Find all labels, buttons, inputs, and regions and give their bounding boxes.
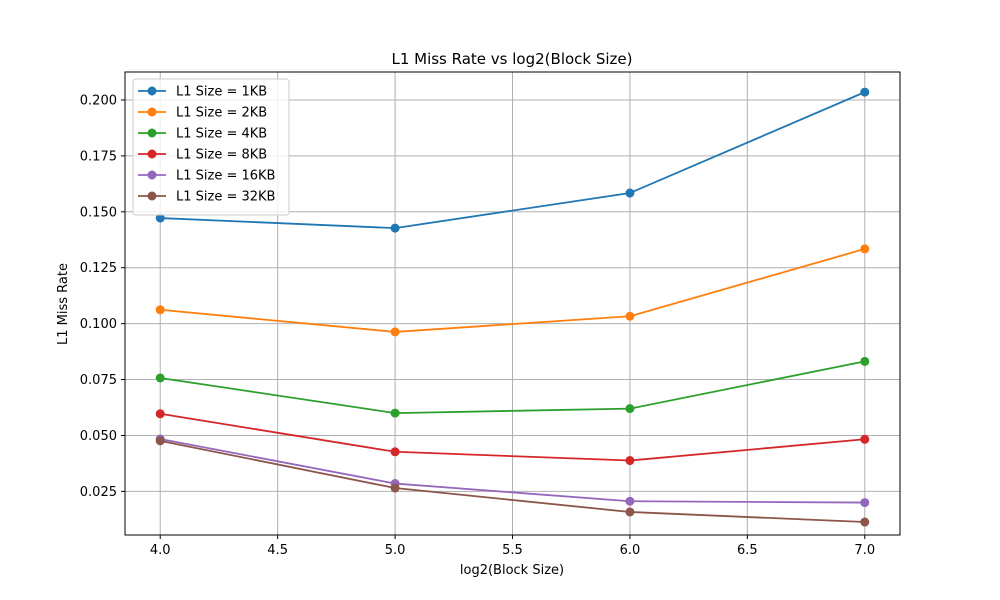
series-group [155, 436, 870, 527]
data-point [860, 517, 870, 527]
data-point [625, 507, 635, 517]
y-tick-label: 0.150 [80, 205, 117, 220]
legend-marker [147, 86, 157, 96]
x-tick-label: 5.5 [502, 543, 523, 558]
data-point [390, 327, 400, 337]
data-point [155, 373, 165, 383]
legend-marker [147, 149, 157, 159]
legend-label: L1 Size = 1KB [176, 85, 267, 100]
legend-marker [147, 128, 157, 138]
legend-item: L1 Size = 4KB [138, 127, 267, 142]
series-layer [155, 87, 870, 527]
legend-label: L1 Size = 16KB [176, 169, 275, 184]
y-tick-label: 0.100 [80, 317, 117, 332]
legend-item: L1 Size = 8KB [138, 148, 267, 163]
x-axis: 4.0 4.5 5.0 5.5 6.0 6.5 7.0 [150, 535, 875, 558]
data-point [860, 498, 870, 508]
x-tick-label: 4.0 [150, 543, 171, 558]
legend-label: L1 Size = 2KB [176, 106, 267, 121]
legend-marker [147, 191, 157, 201]
series-line [160, 439, 865, 523]
legend-item: L1 Size = 2KB [138, 106, 267, 121]
x-tick-label: 7.0 [854, 543, 875, 558]
data-point [625, 496, 635, 506]
data-point [625, 404, 635, 414]
legend-marker [147, 170, 157, 180]
series-line [160, 91, 866, 230]
y-tick-label: 0.125 [80, 261, 117, 276]
legend-label: L1 Size = 4KB [176, 127, 267, 142]
series-line [160, 248, 866, 333]
legend: L1 Size = 1KB L1 Size = 2KB L1 Size = 4KB L… [132, 78, 290, 216]
legend-label: L1 Size = 8KB [176, 148, 267, 163]
data-point [390, 447, 400, 457]
legend-item: L1 Size = 1KB [138, 85, 267, 100]
series-line [160, 360, 865, 415]
y-tick-label: 0.025 [80, 485, 117, 500]
legend-item: L1 Size = 32KB [138, 190, 275, 205]
x-tick-label: 4.5 [267, 543, 288, 558]
data-point [860, 244, 870, 254]
data-point [860, 87, 870, 97]
data-point [155, 305, 165, 315]
y-tick-label: 0.075 [80, 373, 117, 388]
data-point [390, 223, 400, 233]
y-tick-label: 0.200 [80, 93, 117, 108]
x-axis-label: log2(Block Size) [460, 563, 564, 578]
x-tick-label: 5.0 [385, 543, 406, 558]
y-tick-label: 0.175 [80, 149, 117, 164]
data-point [860, 434, 870, 444]
data-point [155, 409, 165, 419]
x-tick-label: 6.5 [737, 543, 758, 558]
chart-title: L1 Miss Rate vs log2(Block Size) [391, 50, 632, 68]
legend-label: L1 Size = 32KB [176, 190, 275, 205]
data-point [860, 356, 870, 366]
y-tick-label: 0.050 [80, 429, 117, 444]
y-axis-label: L1 Miss Rate [56, 263, 71, 345]
series-line [160, 438, 865, 504]
data-point [155, 213, 165, 223]
data-point [155, 436, 165, 446]
data-point [625, 311, 635, 321]
y-axis: 0.025 0.050 0.075 0.100 0.125 0.150 0.175 0.200 [80, 93, 125, 500]
series-group [155, 87, 870, 233]
legend-marker [147, 107, 157, 117]
series-line [160, 412, 865, 462]
series-group [155, 244, 870, 337]
data-point [625, 456, 635, 466]
legend-item: L1 Size = 16KB [138, 169, 275, 184]
data-point [625, 188, 635, 198]
series-group [155, 409, 870, 466]
legend-box [132, 78, 290, 216]
x-tick-label: 6.0 [620, 543, 641, 558]
series-group [155, 434, 870, 508]
data-point [390, 408, 400, 418]
series-group [155, 356, 870, 418]
data-point [390, 483, 400, 493]
